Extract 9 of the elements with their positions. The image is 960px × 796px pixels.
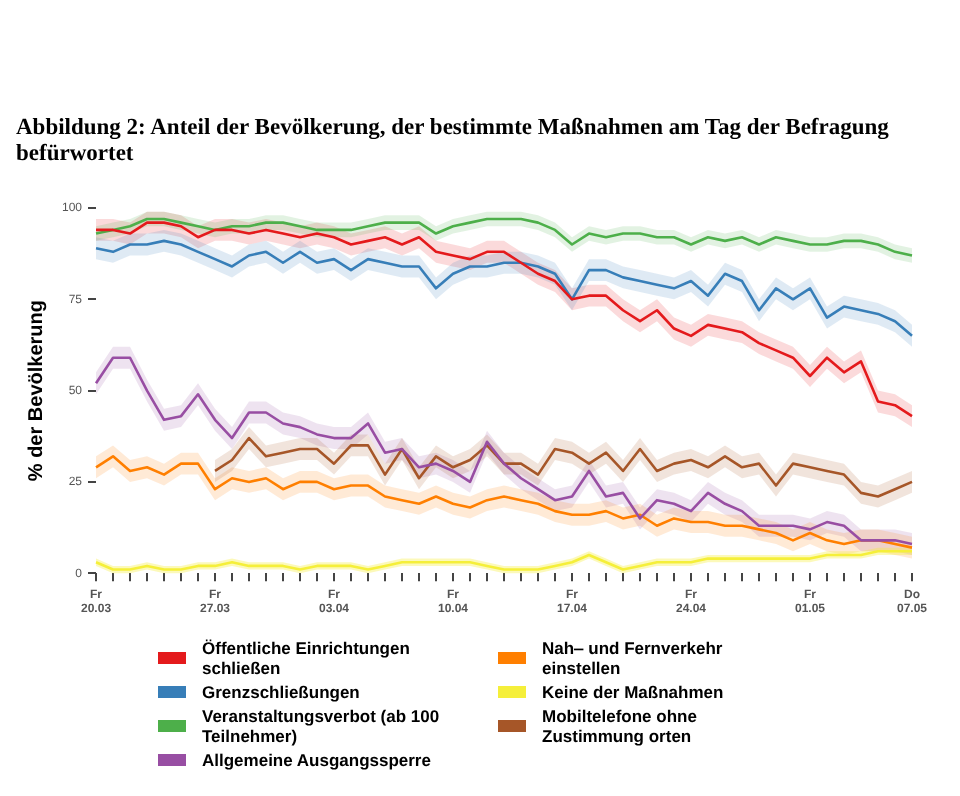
legend-label: Allgemeine Ausgangssperre bbox=[202, 750, 433, 770]
y-axis-title: % der Bevölkerung bbox=[25, 300, 48, 482]
legend-label: Mobiltelefone ohne Zustimmung orten bbox=[542, 706, 699, 746]
legend-label: Grenzschließungen bbox=[202, 682, 362, 702]
legend-label: Öffentliche Einrichtungen schließen bbox=[202, 638, 412, 678]
legend-label: Keine der Maßnahmen bbox=[542, 682, 726, 702]
legend-label: Nah‒ und Fernverkehr einstellen bbox=[542, 638, 725, 678]
chart-title: Abbildung 2: Anteil der Bevölkerung, der bestimmte Maßnahmen am Tag der Befragung befürwortet bbox=[16, 114, 891, 168]
legend-label: Veranstaltungsverbot (ab 100 Teilnehmer) bbox=[202, 706, 442, 746]
